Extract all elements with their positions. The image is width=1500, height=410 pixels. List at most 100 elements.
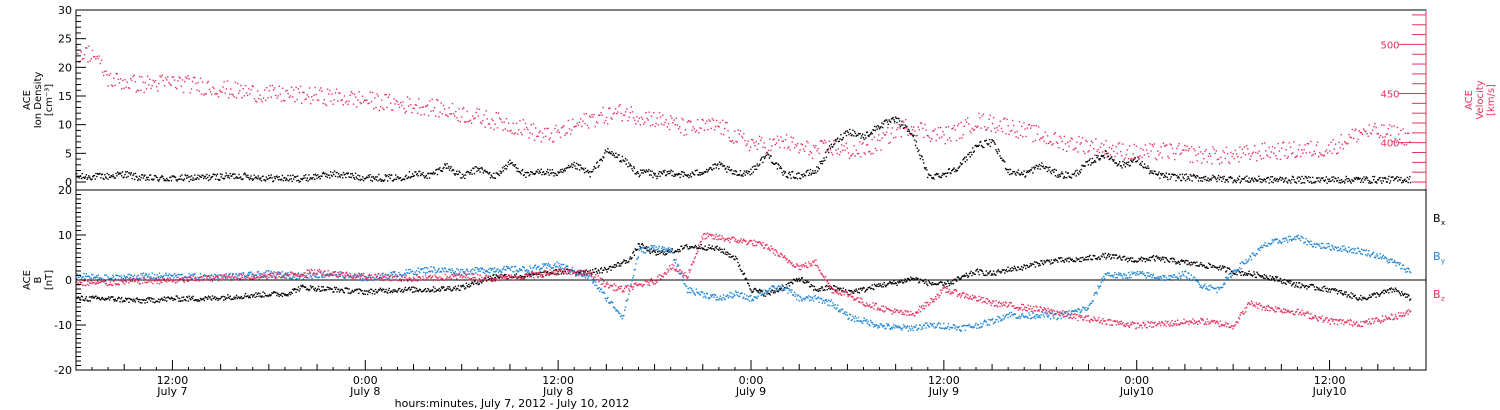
velocity-point <box>1297 148 1300 151</box>
density-point <box>375 179 378 181</box>
velocity-point <box>1260 158 1262 160</box>
bx-point <box>160 298 162 300</box>
velocity-point <box>171 76 173 78</box>
density-point <box>162 177 165 180</box>
velocity-point <box>1220 156 1222 159</box>
density-point <box>261 175 263 178</box>
velocity-point <box>329 89 331 92</box>
density-point <box>86 178 88 180</box>
density-point <box>1258 175 1260 177</box>
bx-point <box>1103 256 1106 258</box>
density-point <box>1021 171 1023 174</box>
velocity-point <box>411 111 413 114</box>
velocity-point <box>181 79 184 81</box>
bx-point <box>1132 260 1135 263</box>
density-point <box>770 155 772 157</box>
velocity-point <box>1102 151 1104 153</box>
density-point <box>1184 180 1187 182</box>
density-point <box>1263 178 1266 180</box>
bx-point <box>93 297 96 299</box>
velocity-point <box>830 151 833 154</box>
density-point <box>1100 155 1102 157</box>
velocity-point <box>1124 157 1126 159</box>
density-point <box>612 154 614 156</box>
velocity-point <box>1059 135 1061 137</box>
density-point <box>623 160 625 162</box>
density-point <box>858 133 861 135</box>
velocity-point <box>1086 141 1088 143</box>
bx-point <box>914 278 916 280</box>
density-point <box>1311 176 1314 179</box>
velocity-point <box>479 121 482 123</box>
density-point <box>911 134 914 136</box>
by-point <box>226 278 228 281</box>
by-point <box>403 274 405 276</box>
density-point <box>352 174 354 177</box>
velocity-point <box>360 102 362 105</box>
velocity-point <box>1036 133 1039 135</box>
density-point <box>778 164 780 166</box>
density-point <box>902 127 905 129</box>
density-point <box>369 174 371 176</box>
velocity-point <box>1384 136 1386 138</box>
by-point <box>190 274 193 276</box>
bx-point <box>695 246 697 248</box>
bx-point <box>1103 254 1105 256</box>
velocity-point <box>1166 144 1168 146</box>
bx-point <box>1351 297 1353 299</box>
bx-point <box>610 269 612 271</box>
density-point <box>1213 175 1216 178</box>
bx-point <box>268 295 270 297</box>
density-point <box>143 175 145 177</box>
density-point <box>1058 174 1061 176</box>
velocity-point <box>457 119 459 122</box>
bx-point <box>1000 271 1003 273</box>
velocity-point <box>1210 155 1212 157</box>
density-point <box>365 177 367 179</box>
velocity-point <box>1224 157 1226 160</box>
bx-point <box>88 296 91 298</box>
velocity-point <box>103 74 105 77</box>
velocity-point <box>1066 150 1068 152</box>
bx-point <box>962 275 964 277</box>
density-point <box>1070 177 1073 179</box>
density-point <box>783 170 785 172</box>
bx-point <box>350 291 353 293</box>
density-point <box>1178 177 1180 179</box>
bx-point <box>452 287 455 289</box>
bx-point <box>1243 273 1245 276</box>
density-point <box>545 173 547 175</box>
density-point <box>927 173 930 175</box>
density-point <box>333 173 335 176</box>
velocity-point <box>879 139 881 142</box>
density-point <box>1238 178 1240 181</box>
velocity-point <box>127 87 130 89</box>
density-tick-label: 5 <box>65 147 72 160</box>
bx-point <box>980 269 982 271</box>
velocity-point <box>1279 158 1282 160</box>
by-point <box>278 271 280 274</box>
bx-point <box>1334 288 1336 290</box>
bx-point <box>1278 280 1280 282</box>
density-point <box>576 168 578 170</box>
density-point <box>179 175 182 177</box>
bx-point <box>1000 272 1002 274</box>
bx-point <box>717 248 719 251</box>
density-point <box>431 172 433 174</box>
bx-point <box>678 248 681 251</box>
bx-point <box>729 253 731 255</box>
bx-point <box>1401 291 1403 293</box>
bx-point <box>1250 274 1252 276</box>
bx-point <box>856 290 858 292</box>
velocity-point <box>823 142 825 144</box>
velocity-point <box>464 121 466 123</box>
by-point <box>379 276 382 278</box>
density-point <box>296 180 298 182</box>
density-point <box>1161 173 1163 175</box>
density-point <box>1381 177 1384 179</box>
bx-point <box>778 289 780 291</box>
velocity-point <box>1250 155 1252 157</box>
bx-point <box>363 290 366 292</box>
bx-point <box>816 289 819 291</box>
velocity-point <box>182 91 185 94</box>
